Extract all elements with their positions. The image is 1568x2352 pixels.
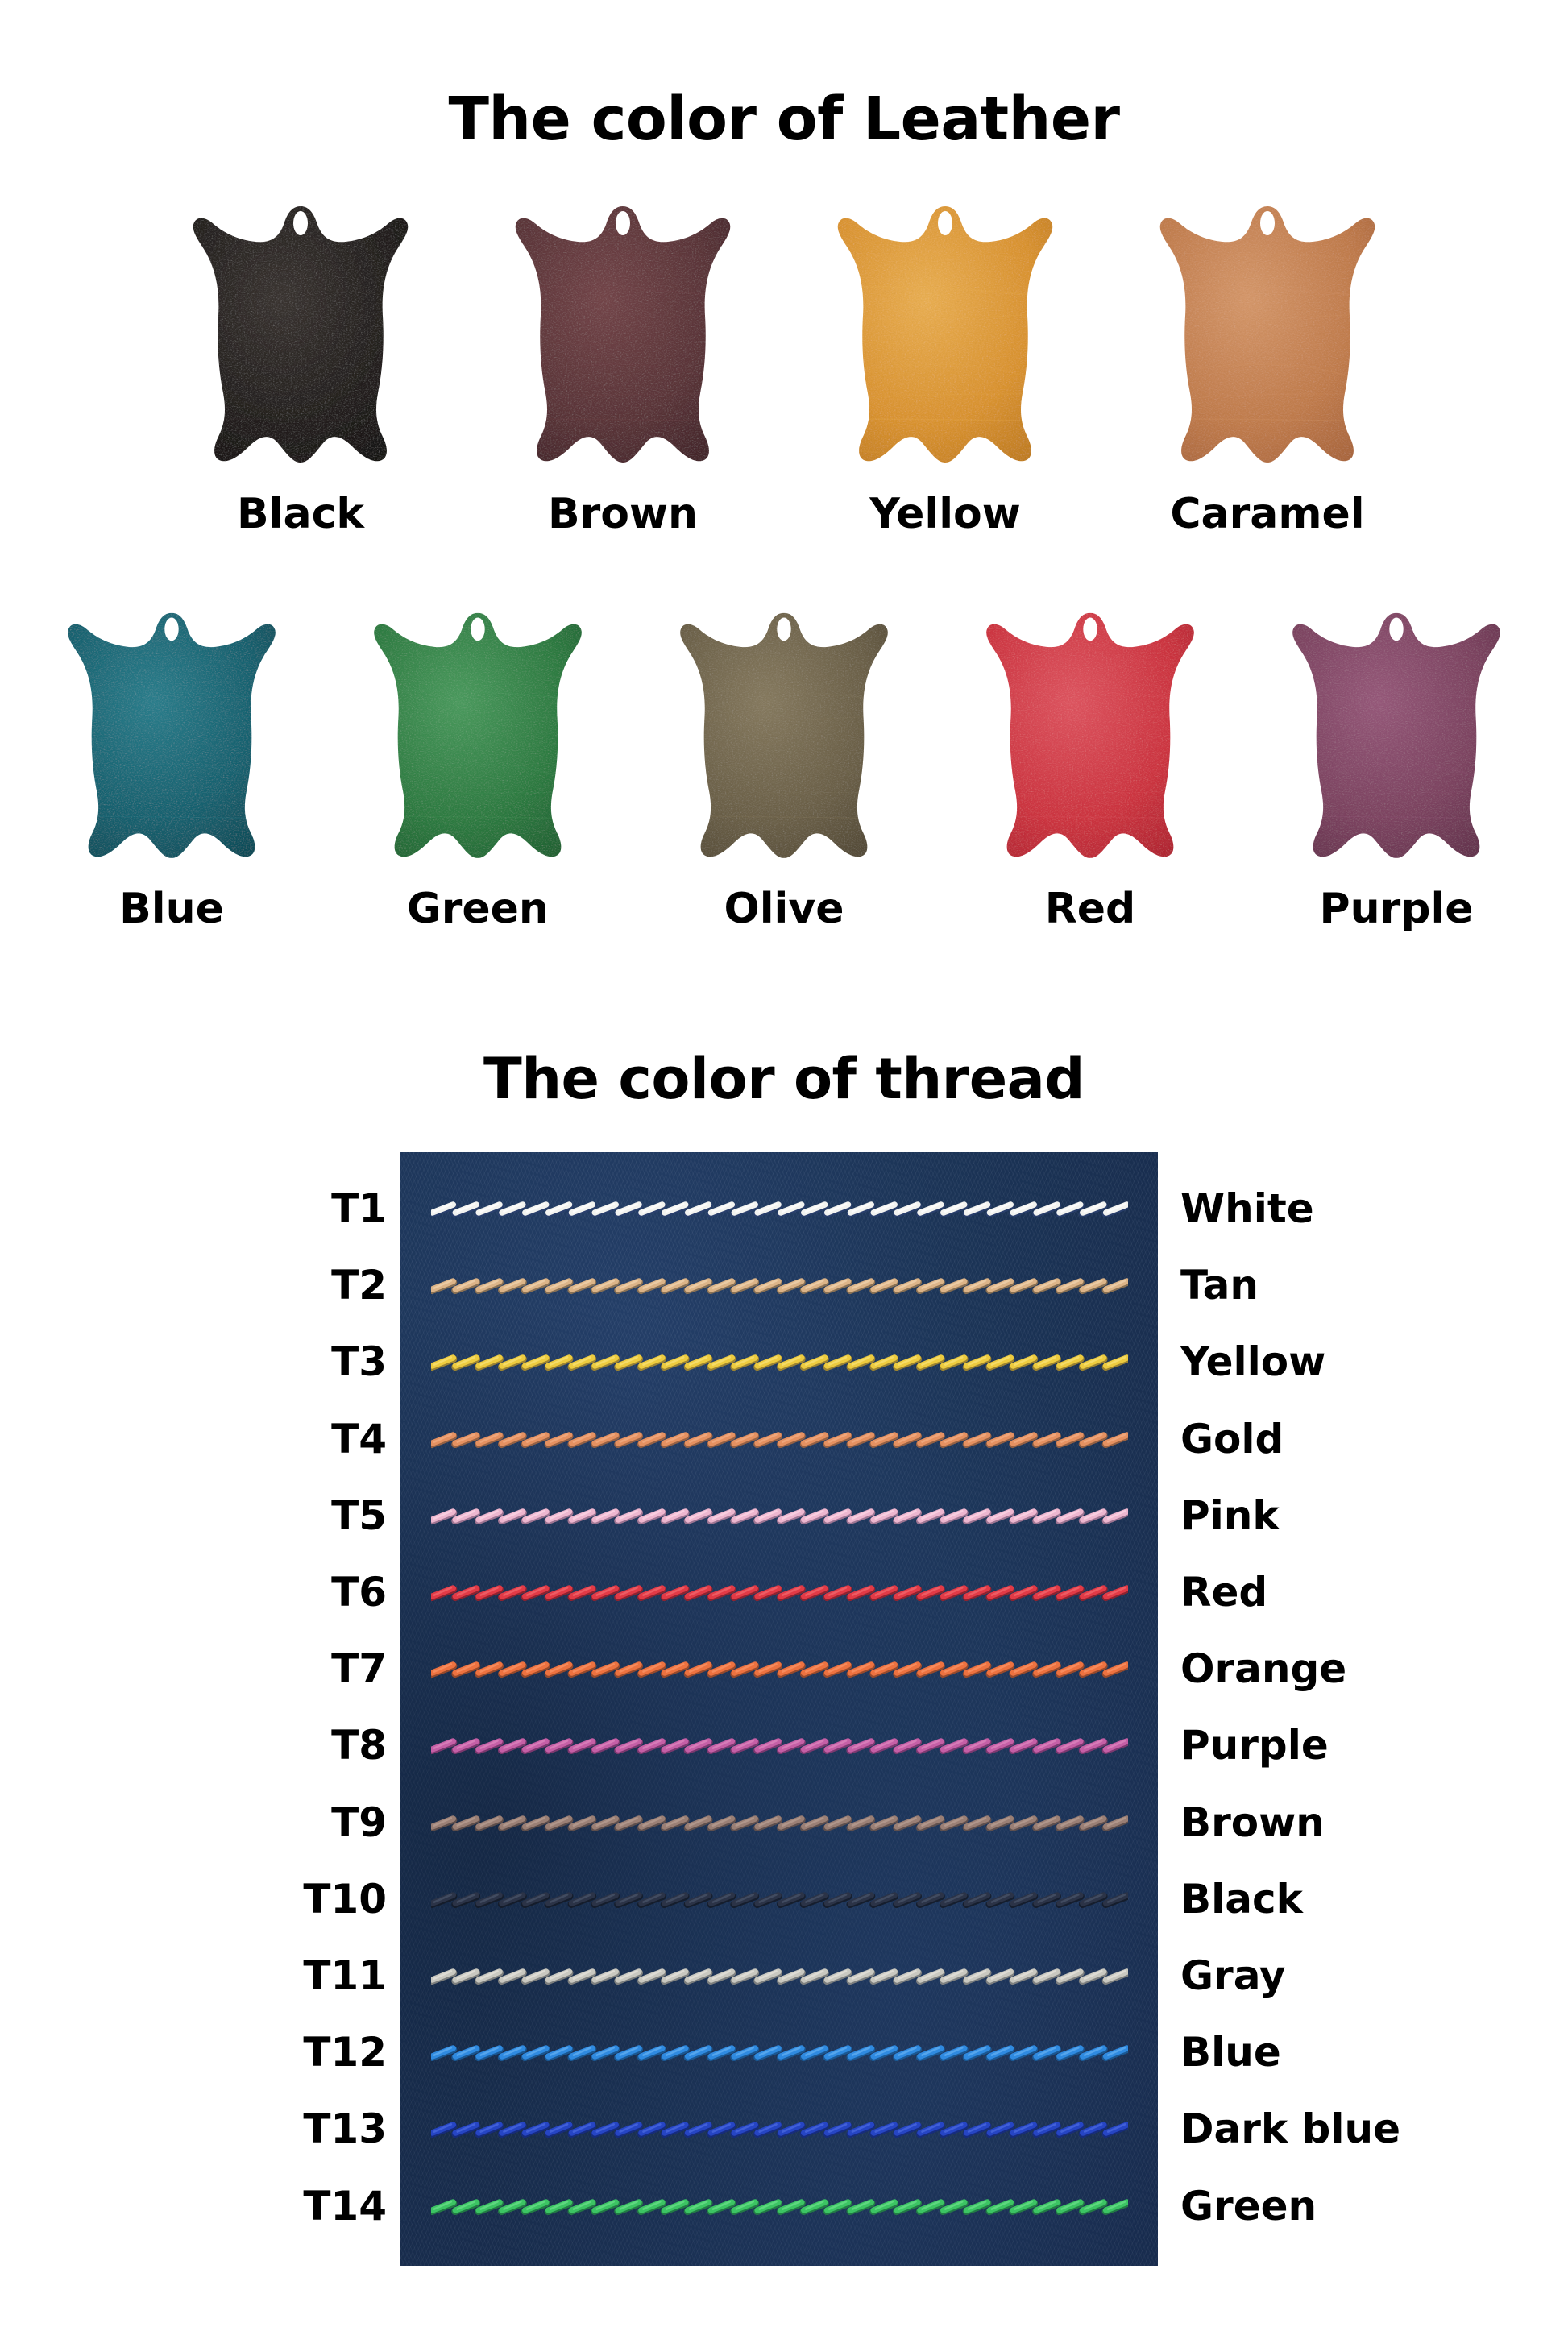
thread-stitch-line <box>431 2042 1128 2063</box>
thread-color-name: Yellow <box>1180 1338 1326 1386</box>
leather-hide-icon <box>180 201 421 479</box>
thread-denim-panel <box>400 1152 1158 2266</box>
thread-color-name: Blue <box>1180 2029 1281 2076</box>
hide-hang-hole-icon <box>471 617 485 641</box>
thread-code-label: T13 <box>303 2105 387 2153</box>
thread-stitch-line <box>431 1582 1128 1603</box>
thread-color-name: Orange <box>1180 1645 1347 1693</box>
thread-stitch-line <box>431 1275 1128 1296</box>
leather-hide-icon <box>1280 608 1513 874</box>
thread-color-name: Purple <box>1180 1722 1329 1769</box>
thread-stitch-line <box>431 1889 1128 1910</box>
thread-color-name: Pink <box>1180 1491 1280 1539</box>
hide-hang-hole-icon <box>1389 617 1404 641</box>
thread-color-name: Black <box>1180 1875 1303 1923</box>
thread-color-name: Green <box>1180 2182 1317 2230</box>
thread-code-label: T14 <box>303 2182 387 2230</box>
thread-row-t2[interactable]: T2 Tan <box>0 1261 1568 1309</box>
thread-stitch-line <box>431 1429 1128 1450</box>
thread-stitch-line <box>431 1735 1128 1756</box>
leather-hide-icon <box>55 608 288 874</box>
thread-row-t12[interactable]: T12 Blue <box>0 2028 1568 2076</box>
leather-swatch-caramel[interactable]: Caramel <box>1106 201 1429 537</box>
hide-hang-hole-icon <box>777 617 791 641</box>
thread-color-name: Red <box>1180 1569 1268 1616</box>
hide-hang-hole-icon <box>1083 617 1097 641</box>
thread-row-t9[interactable]: T9 Brown <box>0 1798 1568 1847</box>
thread-code-label: T9 <box>331 1798 387 1846</box>
leather-swatch-label: Yellow <box>869 490 1021 538</box>
thread-code-label: T5 <box>331 1491 387 1539</box>
leather-hide-icon <box>824 201 1066 479</box>
leather-swatch-purple[interactable]: Purple <box>1243 608 1549 932</box>
leather-hide-icon <box>1147 201 1388 479</box>
thread-row-t11[interactable]: T11 Gray <box>0 1952 1568 2000</box>
leather-swatch-red[interactable]: Red <box>937 608 1243 932</box>
thread-row-t3[interactable]: T3 Yellow <box>0 1338 1568 1386</box>
thread-stitch-line <box>431 2118 1128 2139</box>
hide-hang-hole-icon <box>616 211 630 235</box>
thread-row-t10[interactable]: T10 Black <box>0 1875 1568 1923</box>
hide-hang-hole-icon <box>164 617 179 641</box>
hide-hang-hole-icon <box>1260 211 1275 235</box>
thread-row-t13[interactable]: T13 Dark blue <box>0 2105 1568 2153</box>
thread-code-label: T2 <box>331 1262 387 1309</box>
thread-stitch-line <box>431 1965 1128 1986</box>
thread-code-label: T11 <box>303 1952 387 1999</box>
leather-swatch-label: Purple <box>1319 885 1474 933</box>
thread-stitch-line <box>431 1505 1128 1526</box>
thread-code-label: T3 <box>331 1338 387 1386</box>
thread-stitch-line <box>431 1812 1128 1833</box>
hide-hang-hole-icon <box>938 211 952 235</box>
leather-section-title: The color of Leather <box>448 85 1120 154</box>
leather-hide-icon <box>361 608 595 874</box>
thread-stitch-line <box>431 1658 1128 1679</box>
thread-code-label: T6 <box>331 1569 387 1616</box>
hide-hang-hole-icon <box>293 211 308 235</box>
leather-swatch-label: Green <box>407 885 549 933</box>
thread-section-title: The color of thread <box>483 1046 1085 1112</box>
thread-code-label: T1 <box>331 1185 387 1232</box>
thread-code-label: T4 <box>331 1415 387 1462</box>
thread-row-t6[interactable]: T6 Red <box>0 1568 1568 1616</box>
leather-swatch-row-1: Black Brown Yellow Caramel <box>0 201 1568 537</box>
thread-color-name: Gold <box>1180 1415 1284 1462</box>
thread-code-label: T10 <box>303 1875 387 1923</box>
leather-swatch-label: Brown <box>547 490 699 538</box>
leather-swatch-brown[interactable]: Brown <box>462 201 784 537</box>
thread-stitch-line <box>431 1198 1128 1219</box>
thread-color-name: White <box>1180 1185 1314 1232</box>
thread-color-name: Dark blue <box>1180 2105 1400 2153</box>
thread-code-label: T8 <box>331 1722 387 1769</box>
thread-code-label: T12 <box>303 2029 387 2076</box>
thread-row-t7[interactable]: T7 Orange <box>0 1645 1568 1693</box>
leather-swatch-label: Red <box>1044 885 1136 933</box>
thread-color-name: Gray <box>1180 1952 1286 1999</box>
leather-swatch-green[interactable]: Green <box>325 608 631 932</box>
thread-stitch-line <box>431 1351 1128 1372</box>
leather-hide-icon <box>973 608 1207 874</box>
leather-swatch-yellow[interactable]: Yellow <box>784 201 1106 537</box>
leather-swatch-label: Black <box>237 490 364 538</box>
leather-hide-icon <box>667 608 901 874</box>
thread-color-name: Brown <box>1180 1798 1325 1846</box>
leather-swatch-olive[interactable]: Olive <box>631 608 937 932</box>
thread-row-t5[interactable]: T5 Pink <box>0 1491 1568 1540</box>
leather-swatch-row-2: Blue Green Olive Red Purple <box>0 608 1568 932</box>
thread-color-name: Tan <box>1180 1262 1259 1309</box>
thread-stitch-line <box>431 2196 1128 2217</box>
leather-swatch-label: Olive <box>724 885 844 933</box>
leather-swatch-black[interactable]: Black <box>139 201 462 537</box>
thread-code-label: T7 <box>331 1645 387 1693</box>
thread-row-t8[interactable]: T8 Purple <box>0 1721 1568 1769</box>
thread-row-t14[interactable]: T14 Green <box>0 2182 1568 2230</box>
thread-row-t1[interactable]: T1 White <box>0 1184 1568 1233</box>
leather-swatch-blue[interactable]: Blue <box>19 608 325 932</box>
leather-swatch-label: Caramel <box>1170 490 1365 538</box>
leather-hide-icon <box>502 201 744 479</box>
leather-swatch-label: Blue <box>119 885 224 933</box>
thread-row-t4[interactable]: T4 Gold <box>0 1415 1568 1463</box>
